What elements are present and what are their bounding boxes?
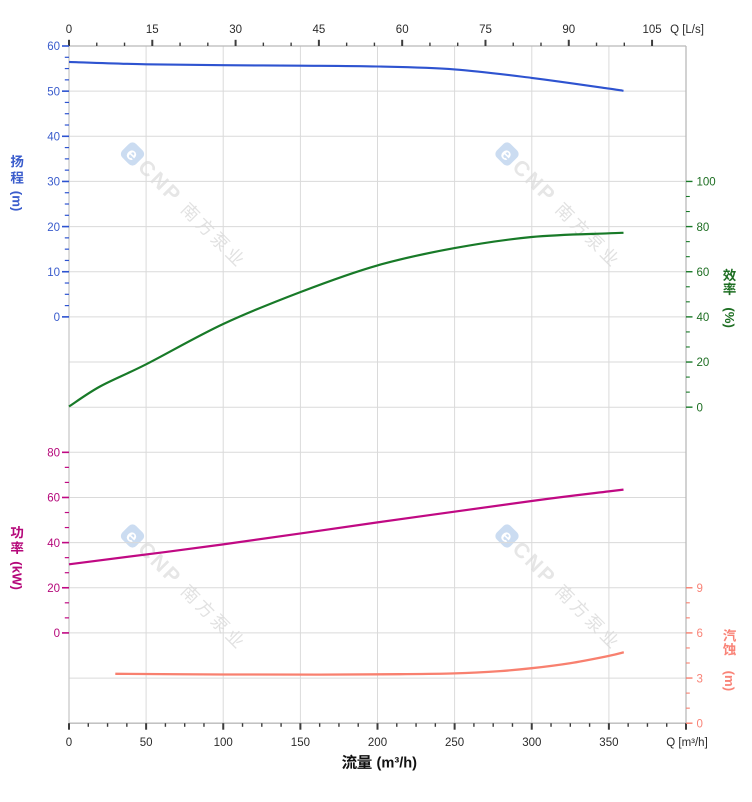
- svg-text:80: 80: [47, 448, 60, 460]
- svg-text:(m³/h): (m³/h): [377, 756, 418, 772]
- svg-text:250: 250: [445, 737, 464, 749]
- svg-text:40: 40: [697, 312, 710, 324]
- svg-text:10: 10: [47, 267, 60, 279]
- svg-text:0: 0: [697, 718, 703, 730]
- svg-text:20: 20: [47, 583, 60, 595]
- svg-text:60: 60: [396, 24, 409, 36]
- svg-text:6: 6: [697, 628, 703, 640]
- svg-text:200: 200: [368, 737, 387, 749]
- svg-text:80: 80: [697, 222, 710, 234]
- svg-text:0: 0: [54, 312, 60, 324]
- svg-text:(m): (m): [722, 671, 737, 692]
- svg-text:45: 45: [313, 24, 326, 36]
- svg-text:50: 50: [47, 86, 60, 98]
- svg-text:Q [L/s]: Q [L/s]: [670, 24, 704, 36]
- svg-text:75: 75: [479, 24, 492, 36]
- svg-text:0: 0: [697, 402, 703, 414]
- svg-text:60: 60: [697, 267, 710, 279]
- svg-text:50: 50: [140, 737, 153, 749]
- svg-text:300: 300: [522, 737, 541, 749]
- svg-text:100: 100: [214, 737, 233, 749]
- svg-text:40: 40: [47, 538, 60, 550]
- svg-text:(%): (%): [722, 307, 737, 328]
- svg-text:20: 20: [697, 357, 710, 369]
- svg-text:(kW): (kW): [10, 561, 25, 590]
- svg-text:20: 20: [47, 222, 60, 234]
- svg-text:60: 60: [47, 493, 60, 505]
- svg-text:Q [m³/h]: Q [m³/h]: [666, 737, 708, 749]
- svg-text:0: 0: [66, 737, 72, 749]
- svg-text:350: 350: [599, 737, 618, 749]
- svg-text:100: 100: [697, 177, 716, 189]
- svg-text:30: 30: [47, 177, 60, 189]
- svg-text:0: 0: [66, 24, 72, 36]
- svg-text:40: 40: [47, 132, 60, 144]
- svg-text:90: 90: [562, 24, 575, 36]
- svg-text:(m): (m): [10, 191, 25, 212]
- svg-text:150: 150: [291, 737, 310, 749]
- svg-text:3: 3: [697, 673, 703, 685]
- svg-text:30: 30: [229, 24, 242, 36]
- svg-text:9: 9: [697, 583, 703, 595]
- svg-text:105: 105: [643, 24, 662, 36]
- svg-text:0: 0: [54, 628, 60, 640]
- svg-text:60: 60: [47, 41, 60, 53]
- svg-text:15: 15: [146, 24, 159, 36]
